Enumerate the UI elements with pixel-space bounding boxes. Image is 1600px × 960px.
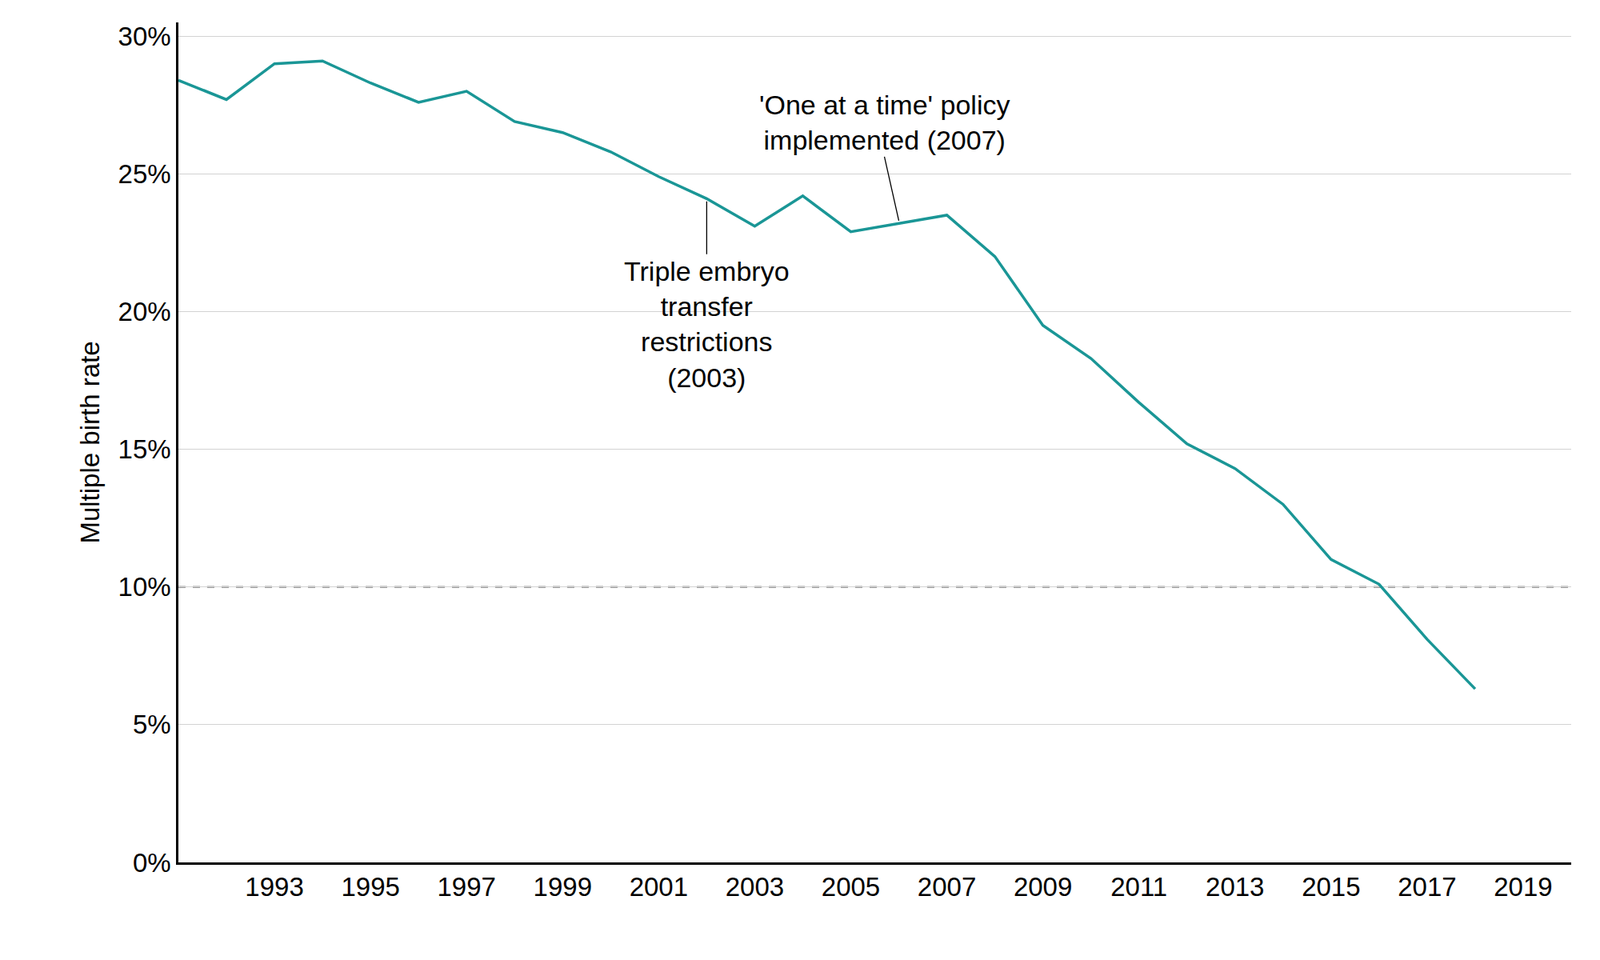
svg-text:2019: 2019	[1493, 872, 1552, 902]
svg-text:2009: 2009	[1013, 872, 1072, 902]
svg-text:10%: 10%	[118, 572, 172, 602]
svg-text:2005: 2005	[821, 872, 880, 902]
svg-text:20%: 20%	[118, 296, 172, 327]
svg-text:5%: 5%	[132, 709, 172, 740]
svg-text:2011: 2011	[1110, 872, 1168, 902]
svg-text:'One at a time' policyimplemen: 'One at a time' policyimplemented (2007)	[759, 89, 1010, 156]
svg-text:1997: 1997	[436, 872, 496, 902]
svg-text:15%: 15%	[118, 434, 172, 464]
svg-text:25%: 25%	[118, 159, 172, 189]
svg-text:2007: 2007	[917, 872, 976, 902]
svg-text:Triple embryotransferrestricti: Triple embryotransferrestrictions(2003)	[624, 256, 790, 393]
svg-text:1995: 1995	[340, 872, 400, 902]
svg-text:2013: 2013	[1205, 872, 1264, 902]
svg-text:1999: 1999	[533, 872, 592, 902]
svg-text:2015: 2015	[1301, 872, 1360, 902]
svg-text:1993: 1993	[244, 872, 304, 902]
svg-text:30%: 30%	[118, 21, 172, 52]
svg-text:2017: 2017	[1397, 872, 1456, 902]
svg-text:0%: 0%	[132, 848, 172, 878]
svg-text:2001: 2001	[629, 872, 688, 902]
svg-text:Multiple birth rate: Multiple birth rate	[75, 340, 105, 544]
svg-text:2003: 2003	[725, 872, 784, 902]
